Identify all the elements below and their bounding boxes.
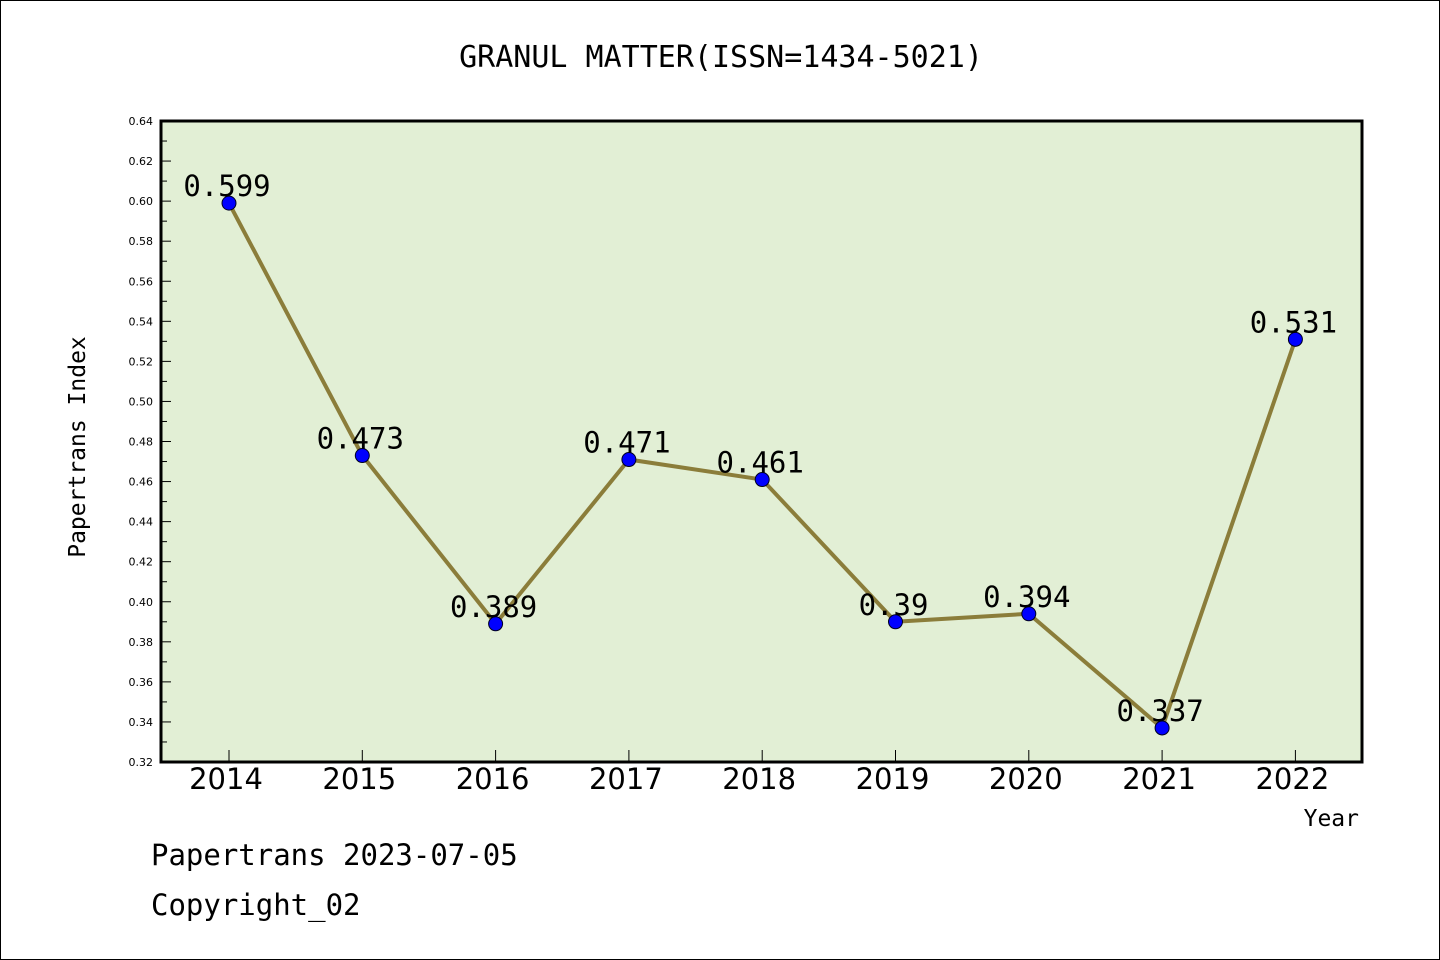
data-point bbox=[221, 195, 237, 211]
y-tick-label: 0.52 bbox=[129, 355, 154, 368]
y-tick-label: 0.36 bbox=[129, 676, 154, 689]
data-label: 0.337 bbox=[1116, 694, 1203, 728]
plot-border bbox=[159, 119, 1364, 764]
data-label: 0.39 bbox=[859, 588, 929, 622]
data-point bbox=[754, 472, 770, 488]
y-tick-label: 0.64 bbox=[129, 115, 154, 128]
footer-date: Papertrans 2023-07-05 bbox=[151, 838, 518, 872]
y-axis: 0.32 0.34 0.36 0.38 0.40 0.42 0.44 0.46 0.48 0.50… bbox=[129, 115, 171, 769]
data-label: 0.473 bbox=[317, 422, 404, 456]
y-tick-label: 0.50 bbox=[129, 395, 154, 408]
y-tick-label: 0.54 bbox=[129, 315, 154, 328]
x-tick-label: 2022 bbox=[1255, 762, 1329, 796]
data-point bbox=[488, 616, 504, 632]
data-point bbox=[888, 614, 903, 630]
x-axis: 2014 2015 2016 2017 2018 2019 2020 2021 2022 bbox=[189, 750, 1329, 796]
data-labels: 0.599 0.473 0.389 0.471 0.461 0.39 0.394 0.337 0… bbox=[183, 169, 1337, 728]
y-tick-label: 0.34 bbox=[129, 716, 154, 729]
x-axis-label: Year bbox=[1304, 806, 1359, 832]
data-point bbox=[1154, 720, 1170, 736]
data-label: 0.471 bbox=[583, 426, 670, 460]
data-point bbox=[621, 452, 637, 468]
data-label: 0.394 bbox=[983, 580, 1070, 614]
plot-area bbox=[161, 121, 1362, 762]
data-point bbox=[1021, 606, 1037, 622]
x-tick-label: 2014 bbox=[189, 762, 263, 796]
data-point bbox=[1287, 331, 1303, 347]
data-points bbox=[221, 195, 1303, 736]
x-tick-label: 2020 bbox=[989, 762, 1063, 796]
y-tick-label: 0.62 bbox=[129, 155, 154, 168]
y-tick-label: 0.48 bbox=[129, 436, 154, 449]
x-tick-label: 2016 bbox=[456, 762, 530, 796]
y-tick-label: 0.38 bbox=[129, 636, 154, 649]
y-tick-label: 0.58 bbox=[129, 235, 154, 248]
data-label: 0.389 bbox=[450, 590, 537, 624]
y-tick-label: 0.42 bbox=[129, 556, 154, 569]
y-tick-label: 0.40 bbox=[129, 596, 154, 609]
y-tick-label: 0.56 bbox=[129, 275, 154, 288]
footer-copyright: Copyright_02 bbox=[151, 888, 361, 923]
y-axis-label: Papertrans Index bbox=[65, 336, 91, 558]
y-tick-label: 0.44 bbox=[129, 516, 154, 529]
data-label: 0.531 bbox=[1250, 305, 1337, 339]
x-tick-label: 2015 bbox=[322, 762, 396, 796]
data-point bbox=[354, 448, 370, 464]
y-tick-label: 0.46 bbox=[129, 476, 154, 489]
data-label: 0.599 bbox=[183, 169, 270, 203]
chart-title: GRANUL MATTER(ISSN=1434-5021) bbox=[459, 40, 983, 75]
x-tick-label: 2017 bbox=[589, 762, 663, 796]
x-tick-label: 2021 bbox=[1122, 762, 1196, 796]
y-tick-label: 0.32 bbox=[129, 756, 154, 769]
data-label: 0.461 bbox=[717, 446, 804, 480]
x-tick-label: 2019 bbox=[856, 762, 930, 796]
y-tick-label: 0.60 bbox=[129, 195, 154, 208]
x-tick-label: 2018 bbox=[722, 762, 796, 796]
